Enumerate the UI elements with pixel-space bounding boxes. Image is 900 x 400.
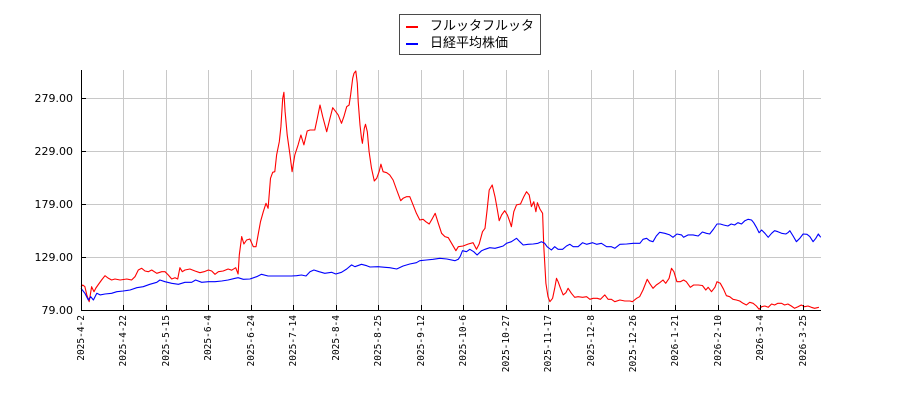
y-tick-label: 179.00 <box>35 198 74 211</box>
x-tick-label: 2025-7-14 <box>288 315 299 367</box>
x-tick-label: 2025-4-22 <box>118 315 129 366</box>
series-line-nikkei <box>80 218 822 301</box>
legend-label: フルッタフルッタ <box>430 19 535 34</box>
x-tick-label: 2025-10-6 <box>458 315 469 367</box>
y-tick-label: 129.00 <box>35 251 74 264</box>
x-tick-label: 2025-11-17 <box>543 315 554 372</box>
x-tick-label: 2025-5-15 <box>161 315 172 366</box>
red-line-swatch-icon <box>406 26 418 28</box>
x-tick-label: 2025-4-2 <box>76 315 87 361</box>
y-tick-label: 279.00 <box>35 92 74 105</box>
x-tick-label: 2025-6-4 <box>203 315 214 361</box>
gridlines <box>81 70 821 311</box>
x-tick-label: 2026-1-21 <box>670 315 681 367</box>
legend-item-company: フルッタフルッタ <box>400 18 540 35</box>
x-tick-label: 2025-8-4 <box>331 315 342 361</box>
x-tick-label: 2026-3-25 <box>798 315 809 366</box>
legend-item-nikkei: 日経平均株価 <box>400 35 540 52</box>
series-line-company <box>80 70 820 310</box>
x-tick-label: 2025-9-12 <box>416 315 427 366</box>
y-axis-ticks: 79.00 129.00 179.00 229.00 279.00 <box>35 92 86 317</box>
x-tick-label: 2025-12-26 <box>628 315 639 372</box>
data-series <box>80 70 822 310</box>
x-tick-label: 2025-12-8 <box>586 315 597 367</box>
x-tick-label: 2025-10-27 <box>501 315 512 372</box>
y-tick-label: 79.00 <box>42 304 74 317</box>
blue-line-swatch-icon <box>406 43 418 45</box>
x-tick-label: 2025-8-25 <box>373 315 384 366</box>
chart-legend: フルッタフルッタ 日経平均株価 <box>399 14 541 55</box>
x-tick-label: 2025-6-24 <box>246 315 257 367</box>
x-axis-ticks: 2025-4-2 2025-4-22 2025-5-15 2025-6-4 2025-6… <box>76 305 809 372</box>
axes <box>81 70 821 311</box>
y-tick-label: 229.00 <box>35 145 74 158</box>
x-tick-label: 2026-3-4 <box>755 315 766 361</box>
x-tick-label: 2026-2-10 <box>713 315 724 367</box>
legend-label: 日経平均株価 <box>430 36 509 51</box>
